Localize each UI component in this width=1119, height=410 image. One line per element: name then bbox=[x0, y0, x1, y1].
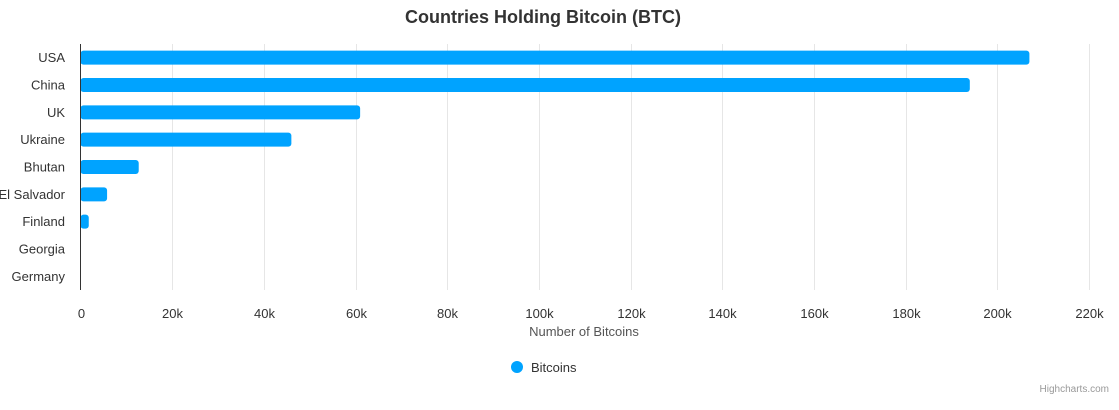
y-category-label: Finland bbox=[22, 214, 65, 229]
x-tick-label: 20k bbox=[162, 306, 183, 321]
y-category-label: UK bbox=[47, 105, 65, 120]
x-tick-label: 40k bbox=[254, 306, 275, 321]
bar-china[interactable] bbox=[80, 78, 970, 92]
bar-finland[interactable] bbox=[80, 214, 89, 229]
x-tick-label: 120k bbox=[617, 306, 646, 321]
x-tick-label: 220k bbox=[1075, 306, 1104, 321]
y-category-label: El Salvador bbox=[0, 187, 66, 202]
bar-el-salvador[interactable] bbox=[80, 187, 108, 202]
legend-label: Bitcoins bbox=[531, 360, 577, 375]
y-category-label: Bhutan bbox=[24, 160, 65, 175]
y-category-label: USA bbox=[38, 50, 65, 65]
x-tick-label: 140k bbox=[708, 306, 737, 321]
chart-title: Countries Holding Bitcoin (BTC) bbox=[405, 7, 681, 27]
x-tick-label: 80k bbox=[437, 306, 458, 321]
credits-link[interactable]: Highcharts.com bbox=[1040, 384, 1109, 395]
bar-uk[interactable] bbox=[80, 105, 361, 120]
y-category-label: China bbox=[31, 78, 66, 93]
legend-item-bitcoins[interactable]: Bitcoins bbox=[511, 360, 577, 375]
bar-ukraine[interactable] bbox=[80, 132, 292, 147]
x-tick-label: 60k bbox=[346, 306, 367, 321]
x-tick-label: 160k bbox=[800, 306, 829, 321]
y-category-label: Georgia bbox=[19, 242, 66, 257]
x-tick-label: 0 bbox=[78, 306, 85, 321]
bar-usa[interactable] bbox=[80, 50, 1030, 65]
x-tick-label: 180k bbox=[892, 306, 921, 321]
x-axis-title: Number of Bitcoins bbox=[529, 324, 639, 339]
legend-marker bbox=[511, 361, 523, 373]
x-tick-label: 100k bbox=[525, 306, 554, 321]
y-category-label: Ukraine bbox=[20, 132, 65, 147]
bar-bhutan[interactable] bbox=[80, 160, 139, 174]
x-tick-label: 200k bbox=[983, 306, 1012, 321]
y-category-label: Germany bbox=[12, 269, 66, 284]
